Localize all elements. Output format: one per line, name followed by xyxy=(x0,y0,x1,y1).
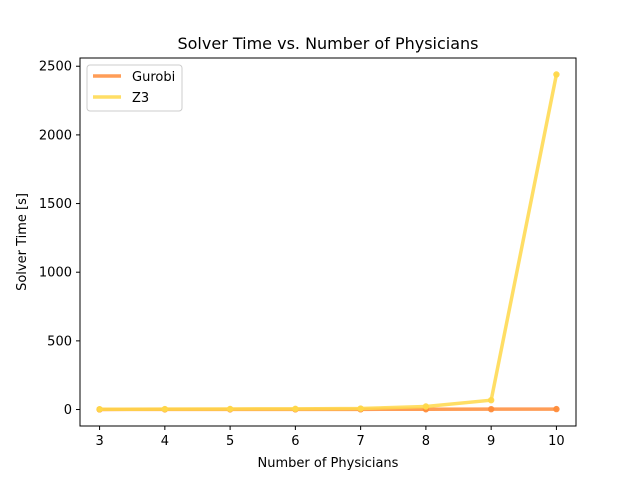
x-tick-label: 3 xyxy=(95,434,103,449)
x-tick-label: 9 xyxy=(487,434,495,449)
plot-frame xyxy=(79,57,577,427)
data-point-gurobi xyxy=(553,405,560,413)
x-tick-label: 6 xyxy=(291,434,299,449)
y-tick-label: 0 xyxy=(64,403,72,418)
data-point-z3 xyxy=(487,396,495,404)
y-tick-label: 1500 xyxy=(39,197,72,212)
y-tick-label: 2000 xyxy=(39,128,72,143)
data-point-gurobi xyxy=(487,405,495,413)
x-tick-label: 7 xyxy=(356,434,364,449)
series-line-z3 xyxy=(97,72,559,411)
legend: Gurobi Z3 xyxy=(86,64,183,112)
x-tick-label: 10 xyxy=(548,434,565,449)
legend-label-z3: Z3 xyxy=(132,91,149,106)
data-point-z3 xyxy=(292,405,299,413)
data-point-z3 xyxy=(422,403,430,410)
y-tick-label: 1000 xyxy=(39,266,72,281)
y-tick-label: 2500 xyxy=(39,60,72,75)
x-tick-label: 8 xyxy=(422,434,430,449)
data-point-z3 xyxy=(226,405,234,413)
legend-label-gurobi: Gurobi xyxy=(132,70,175,85)
x-tick-label: 4 xyxy=(161,434,169,449)
chart-title: Solver Time vs. Number of Physicians xyxy=(177,34,478,53)
axis-ticks: 3 4 5 6 7 8 9 10 0 500 1000 1500 2000 2500 xyxy=(39,60,565,449)
y-tick-label: 500 xyxy=(47,334,72,349)
data-point-z3 xyxy=(96,406,103,413)
plot-area xyxy=(96,71,560,413)
data-point-z3 xyxy=(161,405,169,413)
x-tick-label: 5 xyxy=(226,434,234,449)
data-point-z3 xyxy=(357,405,364,412)
y-axis-label: Solver Time [s] xyxy=(15,193,30,291)
x-axis-label: Number of Physicians xyxy=(258,456,399,471)
data-point-z3 xyxy=(553,71,560,78)
